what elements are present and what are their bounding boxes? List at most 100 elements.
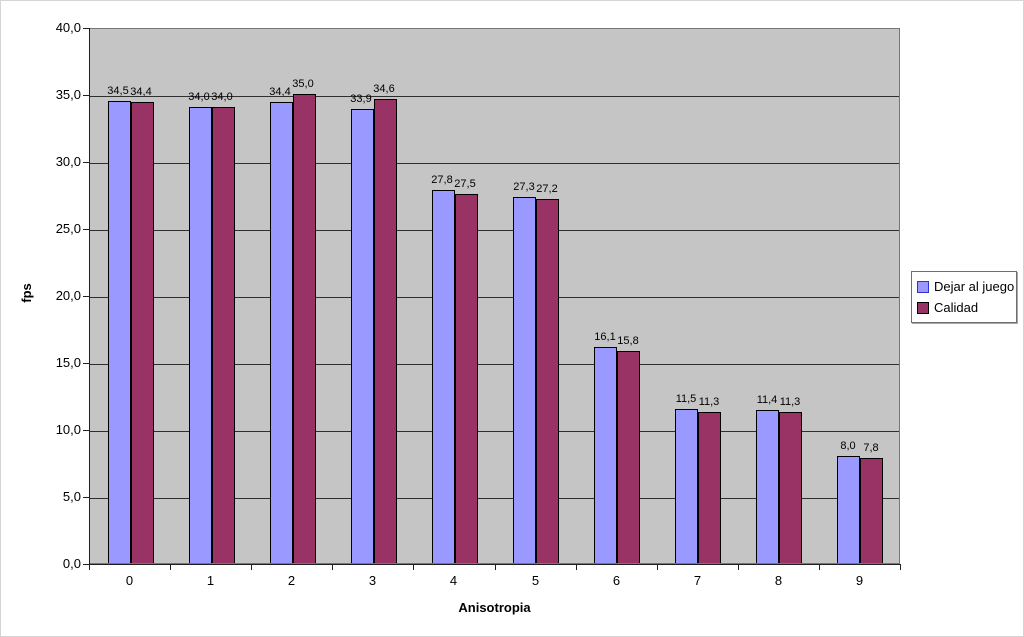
- bar: [188, 107, 212, 563]
- x-tick: [657, 565, 658, 570]
- bar: [130, 102, 154, 563]
- category-cell: [414, 29, 495, 563]
- x-axis-line: [83, 564, 901, 565]
- y-tick: [83, 28, 89, 29]
- bar-value-label: 34,4: [269, 86, 291, 98]
- y-tick-label: 30,0: [55, 154, 81, 169]
- bar-value-label: 27,3: [513, 181, 535, 193]
- y-axis-line: [89, 28, 90, 565]
- bar-value-label: 15,8: [617, 335, 639, 347]
- y-tick: [83, 296, 89, 297]
- bar: [675, 409, 699, 563]
- x-tick: [900, 565, 901, 570]
- bar: [513, 197, 537, 563]
- bar: [698, 412, 722, 563]
- bar: [837, 456, 861, 563]
- y-tick-label: 20,0: [55, 288, 81, 303]
- category-cell: [739, 29, 820, 563]
- bar: [292, 94, 316, 563]
- bar-value-label: 27,2: [536, 183, 558, 195]
- x-axis-title: Anisotropia: [458, 600, 531, 615]
- gridline: [90, 364, 899, 365]
- x-tick: [738, 565, 739, 570]
- bar-value-label: 27,5: [454, 178, 476, 190]
- legend-swatch-icon: [917, 280, 929, 293]
- category-cell: [658, 29, 739, 563]
- bar: [756, 410, 780, 563]
- x-tick-label: 4: [449, 573, 458, 588]
- x-tick-label: 7: [693, 573, 702, 588]
- x-tick: [89, 565, 90, 570]
- bar-value-label: 34,4: [130, 86, 152, 98]
- category-cell: [90, 29, 171, 563]
- gridline: [90, 431, 899, 432]
- legend-label: Calidad: [934, 300, 979, 315]
- legend-label: Dejar al juego: [934, 279, 1015, 294]
- x-tick-label: 5: [531, 573, 540, 588]
- bar-value-label: 16,1: [594, 331, 616, 343]
- legend-swatch-icon: [917, 301, 929, 314]
- y-tick-label: 5,0: [62, 489, 81, 504]
- gridline: [90, 297, 899, 298]
- x-tick-label: 1: [206, 573, 215, 588]
- bar-value-label: 34,6: [373, 83, 395, 95]
- bar-value-label: 34,0: [211, 91, 233, 103]
- x-tick: [413, 565, 414, 570]
- bar: [350, 109, 374, 563]
- x-tick-label: 3: [368, 573, 377, 588]
- bar-value-label: 11,3: [779, 396, 801, 408]
- gridline: [90, 230, 899, 231]
- bar: [431, 190, 455, 563]
- bar: [269, 102, 293, 563]
- x-tick: [332, 565, 333, 570]
- bar-value-label: 8,0: [840, 440, 856, 452]
- category-cell: [171, 29, 252, 563]
- bar: [779, 412, 803, 563]
- legend: Dejar al juego Calidad: [911, 271, 1018, 323]
- bar-value-label: 11,3: [698, 396, 720, 408]
- category-cell: [820, 29, 901, 563]
- bar: [860, 458, 884, 563]
- y-tick: [83, 363, 89, 364]
- y-tick: [83, 430, 89, 431]
- y-tick: [83, 564, 89, 565]
- bar-value-label: 33,9: [350, 93, 372, 105]
- bar: [454, 194, 478, 563]
- bar-value-label: 11,4: [756, 394, 778, 406]
- y-tick-label: 10,0: [55, 422, 81, 437]
- x-tick-label: 9: [855, 573, 864, 588]
- bar-value-label: 34,5: [107, 85, 129, 97]
- category-cell: [496, 29, 577, 563]
- bar: [373, 99, 397, 563]
- x-tick: [170, 565, 171, 570]
- y-tick-label: 40,0: [55, 20, 81, 35]
- x-tick-label: 8: [774, 573, 783, 588]
- category-cell: [252, 29, 333, 563]
- bar-value-label: 34,0: [188, 91, 210, 103]
- gridline: [90, 498, 899, 499]
- bar-value-label: 35,0: [292, 78, 314, 90]
- y-tick: [83, 162, 89, 163]
- y-tick-label: 15,0: [55, 355, 81, 370]
- legend-item: Dejar al juego: [917, 276, 1014, 297]
- x-tick: [576, 565, 577, 570]
- bar-value-label: 7,8: [863, 442, 879, 454]
- x-tick-label: 6: [612, 573, 621, 588]
- y-tick: [83, 229, 89, 230]
- y-tick-label: 35,0: [55, 87, 81, 102]
- y-tick: [83, 95, 89, 96]
- x-tick: [819, 565, 820, 570]
- y-tick-label: 0,0: [62, 556, 81, 571]
- bar: [211, 107, 235, 563]
- x-tick-label: 0: [125, 573, 134, 588]
- x-tick-label: 2: [287, 573, 296, 588]
- bar: [107, 101, 131, 563]
- plot-area: [89, 28, 900, 564]
- legend-item: Calidad: [917, 297, 1014, 318]
- bar: [594, 347, 618, 563]
- bar: [617, 351, 641, 563]
- bar: [536, 199, 560, 563]
- gridline: [90, 96, 899, 97]
- gridline: [90, 163, 899, 164]
